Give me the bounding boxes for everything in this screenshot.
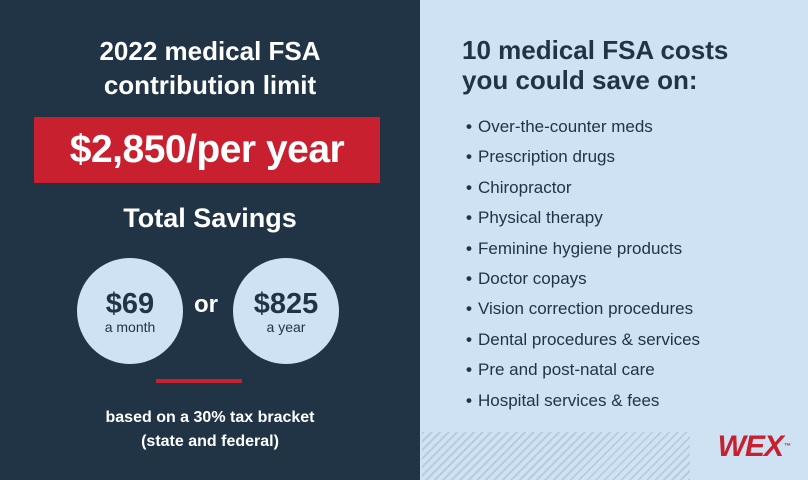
list-item: • Pre and post-natal care [466, 355, 700, 385]
eligible-costs-panel: 10 medical FSA costs you could save on: … [420, 0, 808, 480]
heading-line-1: 10 medical FSA costs [462, 35, 729, 65]
list-item: • Prescription drugs [466, 142, 700, 172]
contribution-panel: 2022 medical FSA contribution limit $2,8… [0, 0, 420, 480]
list-item-label: Hospital services & fees [478, 390, 660, 410]
heading-line-2: you could save on: [462, 65, 698, 95]
tax-bracket-footnote: based on a 30% tax bracket (state and fe… [0, 406, 420, 454]
bullet-icon: • [466, 329, 472, 349]
hatch-pattern-decoration [422, 432, 690, 480]
bullet-icon: • [466, 299, 472, 319]
list-item-label: Prescription drugs [478, 147, 616, 167]
limit-banner: $2,850/per year [34, 117, 380, 183]
monthly-amount: $69 [105, 287, 155, 320]
red-divider [156, 379, 242, 383]
list-item-label: Chiropractor [478, 177, 572, 197]
trademark-mark: ™ [784, 443, 791, 450]
list-item: • Physical therapy [466, 203, 700, 233]
costs-heading: 10 medical FSA costs you could save on: [462, 35, 792, 95]
limit-amount: $2,850/per year [69, 128, 345, 171]
footnote-line-2: (state and federal) [141, 433, 279, 450]
list-item-label: Dental procedures & services [478, 329, 701, 349]
or-label: or [194, 291, 218, 318]
wex-logo: WEX™ [717, 430, 791, 463]
bullet-icon: • [466, 177, 472, 197]
bullet-icon: • [466, 208, 472, 228]
list-item-label: Pre and post-natal care [478, 360, 655, 380]
savings-title: Total Savings [123, 203, 297, 233]
bullet-icon: • [466, 117, 472, 136]
list-item: • Dental procedures & services [466, 325, 700, 355]
yearly-amount: $825 [253, 287, 319, 320]
list-item: • Vision correction procedures [466, 294, 700, 324]
list-item: • Chiropractor [466, 173, 700, 203]
monthly-savings-circle: $69 a month [77, 258, 183, 364]
list-item-label: Over-the-counter meds [478, 117, 653, 136]
bullet-icon: • [466, 238, 472, 258]
bullet-icon: • [466, 269, 472, 289]
costs-list: • Over-the-counter meds • Prescription dru… [466, 112, 700, 416]
monthly-period: a month [104, 318, 156, 335]
bullet-icon: • [466, 390, 472, 410]
list-item-label: Doctor copays [478, 269, 587, 289]
list-item: • Doctor copays [466, 264, 700, 294]
logo-text: WEX [717, 430, 784, 463]
list-item-label: Feminine hygiene products [478, 238, 683, 258]
contribution-limit-title: 2022 medical FSA contribution limit [0, 34, 420, 102]
title-line-1: 2022 medical FSA [99, 36, 321, 66]
list-item: • Feminine hygiene products [466, 234, 700, 264]
bullet-icon: • [466, 360, 472, 380]
footnote-line-1: based on a 30% tax bracket [105, 409, 315, 426]
yearly-period: a year [266, 318, 306, 335]
list-item: • Over-the-counter meds [466, 112, 700, 142]
title-line-2: contribution limit [103, 70, 317, 100]
list-item: • Hospital services & fees [466, 386, 700, 416]
yearly-savings-circle: $825 a year [233, 258, 339, 364]
list-item-label: Physical therapy [478, 208, 603, 228]
list-item-label: Vision correction procedures [478, 299, 694, 319]
bullet-icon: • [466, 147, 472, 167]
